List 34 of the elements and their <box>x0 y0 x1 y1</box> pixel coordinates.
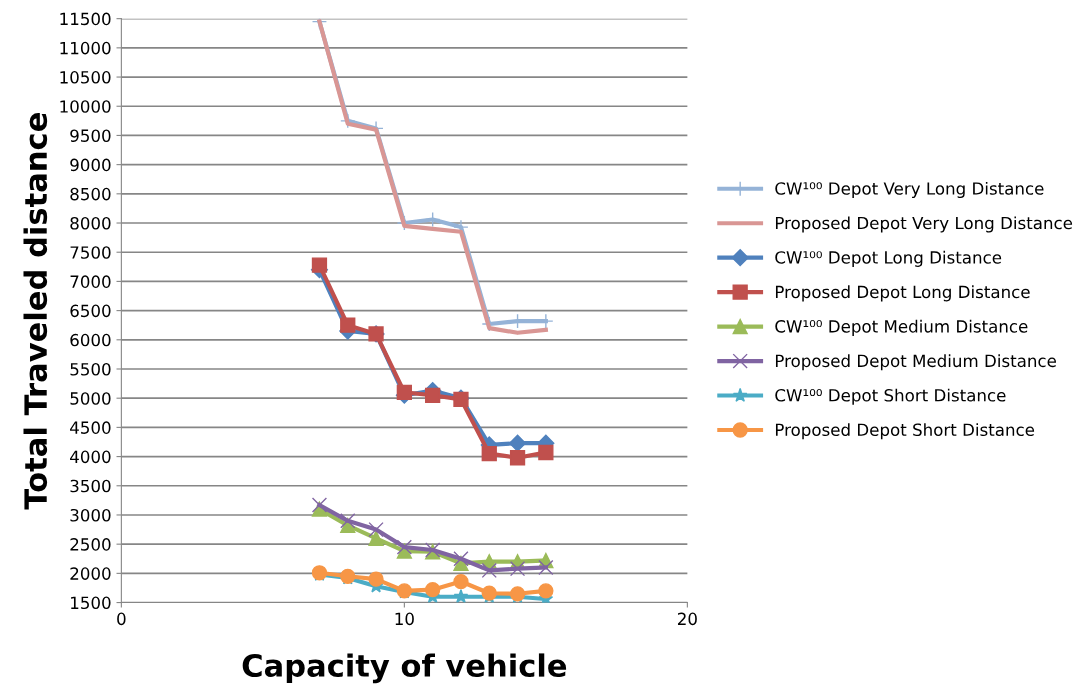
y-tick-label: 11500 <box>60 12 111 26</box>
y-tick-label: 6500 <box>70 304 111 318</box>
x-axis-title: Capacity of vehicle <box>242 653 567 684</box>
y-tick-label: 9500 <box>70 129 111 143</box>
x-tick-label: 20 <box>677 612 697 626</box>
legend-label: CW¹⁰⁰ Depot Long Distance <box>775 250 1002 267</box>
y-tick-label: 2500 <box>70 538 111 551</box>
y-tick-label: 9000 <box>70 158 111 172</box>
y-tick-label: 10500 <box>60 71 111 84</box>
y-tick-label: 4500 <box>70 421 111 434</box>
legend-label: CW¹⁰⁰ Depot Short Distance <box>775 388 1006 405</box>
y-tick-label: 11000 <box>60 41 111 55</box>
legend-label: CW¹⁰⁰ Depot Very Long Distance <box>775 181 1044 199</box>
y-tick-label: 7000 <box>70 275 111 288</box>
y-tick-label: 4000 <box>70 450 111 464</box>
y-tick-label: 5500 <box>70 362 111 376</box>
y-tick-label: 6000 <box>70 333 111 347</box>
legend-label: Proposed Depot Long Distance <box>775 285 1030 302</box>
legend-label: Proposed Depot Very Long Distance <box>775 216 1073 233</box>
y-tick-label: 2000 <box>70 567 111 580</box>
x-tick-label: 10 <box>395 612 414 626</box>
legend-label: Proposed Depot Medium Distance <box>775 354 1056 371</box>
legend-label: Proposed Depot Short Distance <box>775 423 1035 440</box>
y-axis-title: Total Traveled distance <box>23 113 48 510</box>
y-tick-label: 5000 <box>70 392 111 405</box>
y-tick-label: 3000 <box>70 508 111 522</box>
y-tick-label: 3500 <box>70 479 111 493</box>
y-tick-label: 10000 <box>60 100 111 113</box>
x-tick-label: 0 <box>117 612 126 626</box>
y-tick-label: 1500 <box>71 596 111 610</box>
y-tick-label: 7500 <box>70 246 111 259</box>
y-tick-label: 8000 <box>70 216 111 230</box>
legend-label: CW¹⁰⁰ Depot Medium Distance <box>775 319 1028 336</box>
y-tick-label: 8500 <box>70 187 111 201</box>
